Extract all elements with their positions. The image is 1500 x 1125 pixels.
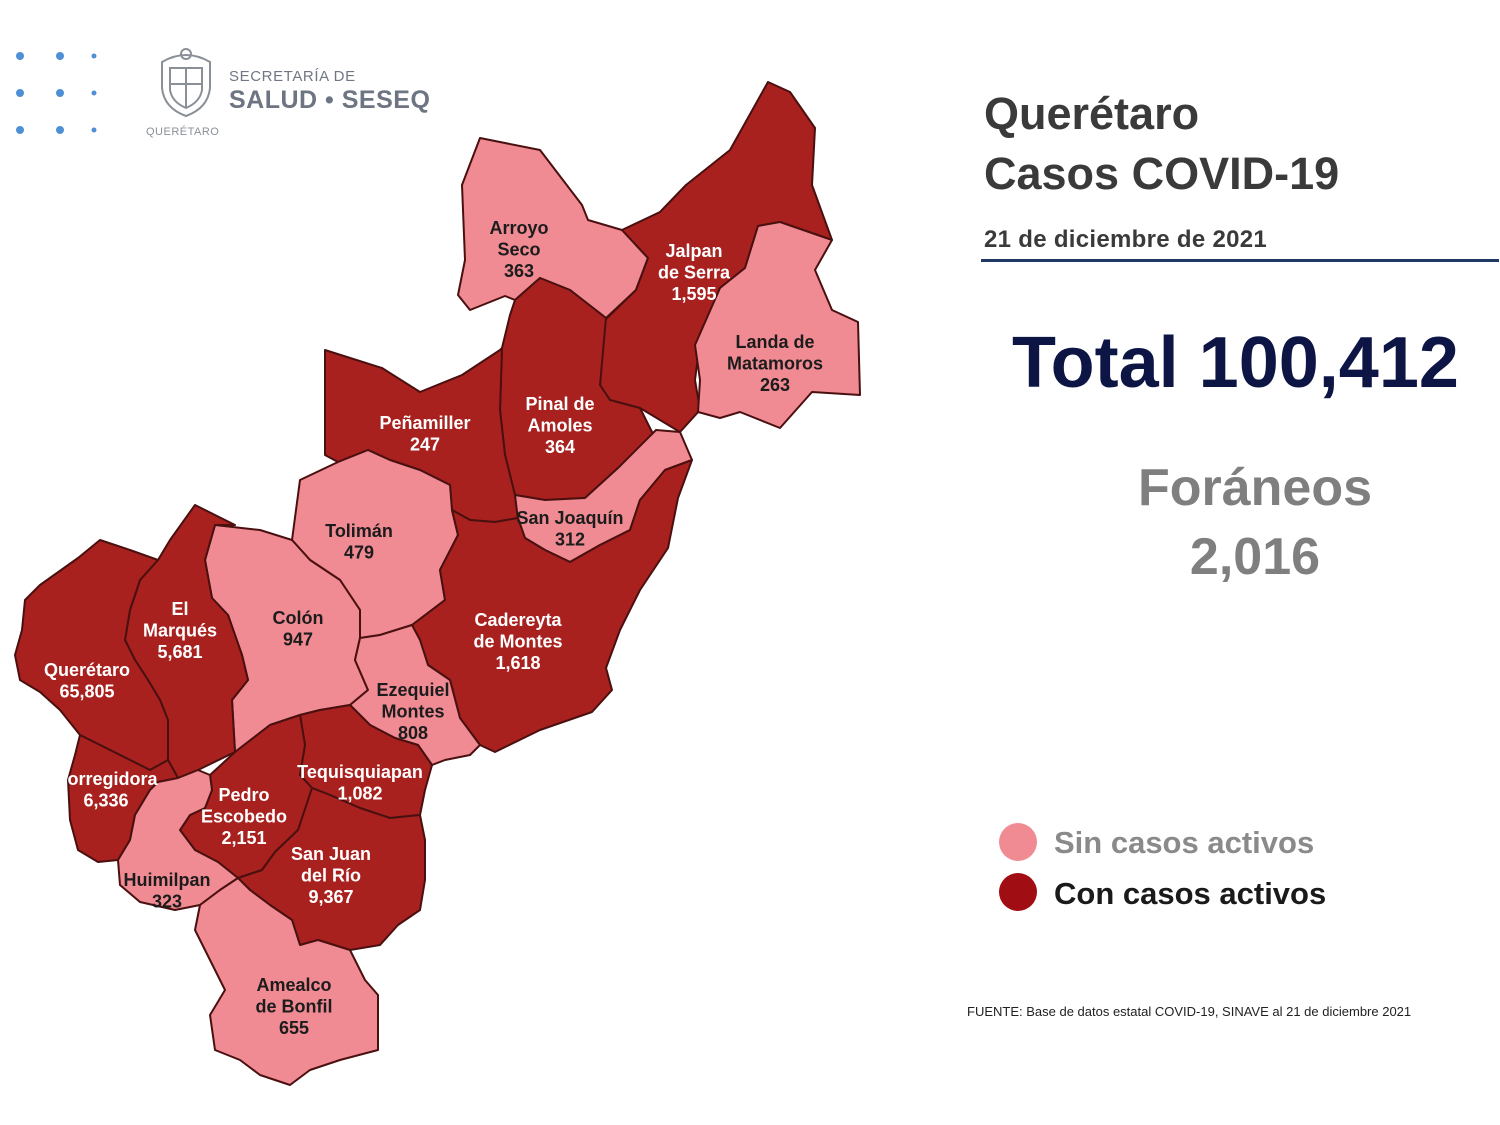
municipality-label-amealco: Amealco de Bonfil 655	[256, 975, 333, 1038]
municipality-label-queretaro: Querétaro 65,805	[44, 660, 130, 702]
municipality-label-line: Querétaro	[44, 660, 130, 680]
title-state: Querétaro	[984, 88, 1200, 139]
municipality-label-line: 2,151	[221, 828, 266, 848]
municipality-label-line: Amealco	[256, 975, 331, 995]
municipality-label-line: 363	[504, 261, 534, 281]
municipality-label-line: Montes	[382, 702, 445, 722]
municipality-label-line: 479	[344, 543, 374, 563]
municipality-label-line: Huimilpan	[123, 870, 210, 890]
state-seal-icon	[161, 48, 211, 118]
municipality-label-line: 364	[545, 437, 575, 457]
municipality-label-line: El	[171, 599, 188, 619]
municipality-label-line: 947	[283, 630, 313, 650]
municipality-label-colon: Colón 947	[273, 608, 324, 650]
title-divider	[981, 259, 1499, 262]
municipality-label-line: Pedro	[218, 785, 269, 805]
municipality-label-line: del Río	[301, 866, 361, 886]
municipality-label-san-juan: San Juan del Río 9,367	[291, 844, 371, 907]
municipality-label-line: Escobedo	[201, 807, 287, 827]
municipality-label-line: Matamoros	[727, 354, 823, 374]
municipality-label-line: 808	[398, 723, 428, 743]
queretaro-map: Arroyo Seco 363 Jalpan de Serra 1,595 Landa de…	[14, 81, 861, 1086]
municipality-label-line: Jalpan	[665, 241, 722, 261]
municipality-label-el-marques: El Marqués 5,681	[143, 599, 217, 662]
municipality-label-line: de Montes	[473, 632, 562, 652]
municipality-label-line: Landa de	[735, 332, 814, 352]
municipality-label-line: Marqués	[143, 621, 217, 641]
seal-caption: QUERÉTARO	[146, 126, 220, 138]
municipality-label-line: de Serra	[658, 263, 731, 283]
municipality-label-pinal: Pinal de Amoles 364	[525, 394, 594, 457]
municipality-label-line: 9,367	[308, 887, 353, 907]
municipality-jalpan	[599, 81, 833, 433]
municipality-label-line: 5,681	[157, 642, 202, 662]
municipality-label-line: Corregidora	[54, 769, 158, 789]
municipality-label-line: Pinal de	[525, 394, 594, 414]
data-source-note: FUENTE: Base de datos estatal COVID-19, …	[967, 1004, 1412, 1019]
municipality-label-line: 247	[410, 435, 440, 455]
title-subject: Casos COVID-19	[984, 148, 1340, 199]
legend-inactive-swatch	[999, 823, 1037, 861]
municipality-label-line: 1,082	[337, 784, 382, 804]
municipality-label-line: 1,595	[671, 284, 716, 304]
municipality-label-arroyo-seco: Arroyo Seco 363	[489, 218, 548, 281]
legend-active-label: Con casos activos	[1054, 876, 1327, 911]
municipality-label-line: 655	[279, 1018, 309, 1038]
municipality-label-corregidora: Corregidora 6,336	[54, 769, 158, 811]
municipality-label-toliman: Tolimán 479	[325, 521, 393, 563]
municipality-label-san-joaquin: San Joaquín 312	[516, 508, 623, 550]
dot-grid-icon	[16, 52, 97, 134]
municipality-label-ezequiel: Ezequiel Montes 808	[376, 680, 449, 743]
foraneos-label: Foráneos	[1137, 459, 1373, 517]
municipality-label-huimilpan: Huimilpan 323	[123, 870, 210, 912]
municipality-landa	[694, 221, 861, 429]
municipality-label-line: Amoles	[527, 416, 592, 436]
municipality-label-line: Tolimán	[325, 521, 393, 541]
report-date: 21 de diciembre de 2021	[984, 226, 1268, 253]
municipality-label-landa: Landa de Matamoros 263	[727, 332, 823, 395]
org-name-line1: SECRETARÍA DE	[229, 68, 356, 85]
municipality-label-line: 263	[760, 375, 790, 395]
municipality-label-line: 1,618	[495, 653, 540, 673]
municipality-label-line: Tequisquiapan	[297, 762, 423, 782]
municipality-label-cadereyta: Cadereyta de Montes 1,618	[473, 610, 562, 673]
municipality-label-line: Colón	[273, 608, 324, 628]
total-cases: Total 100,412	[1012, 323, 1459, 403]
municipality-label-line: Ezequiel	[376, 680, 449, 700]
org-name-line2: SALUD • SESEQ	[229, 86, 431, 114]
municipality-label-line: San Joaquín	[516, 508, 623, 528]
municipality-label-line: de Bonfil	[256, 997, 333, 1017]
municipality-amealco	[194, 877, 379, 1086]
municipality-label-pedro-escobedo: Pedro Escobedo 2,151	[201, 785, 287, 848]
municipality-label-line: 6,336	[83, 791, 128, 811]
municipality-label-penamiller: Peñamiller 247	[379, 413, 470, 455]
municipality-label-line: Cadereyta	[474, 610, 562, 630]
municipality-label-line: San Juan	[291, 844, 371, 864]
municipality-label-line: 65,805	[59, 682, 114, 702]
municipality-label-line: Peñamiller	[379, 413, 470, 433]
municipality-label-line: 312	[555, 530, 585, 550]
municipality-queretaro	[14, 539, 169, 771]
municipality-label-jalpan: Jalpan de Serra 1,595	[658, 241, 731, 304]
municipality-label-line: Seco	[497, 240, 540, 260]
legend-inactive-label: Sin casos activos	[1054, 825, 1315, 860]
municipality-label-line: 323	[152, 892, 182, 912]
legend-active-swatch	[999, 873, 1037, 911]
municipality-label-tequisquiapan: Tequisquiapan 1,082	[297, 762, 423, 804]
municipality-label-line: Arroyo	[489, 218, 548, 238]
foraneos-value: 2,016	[1189, 528, 1321, 586]
